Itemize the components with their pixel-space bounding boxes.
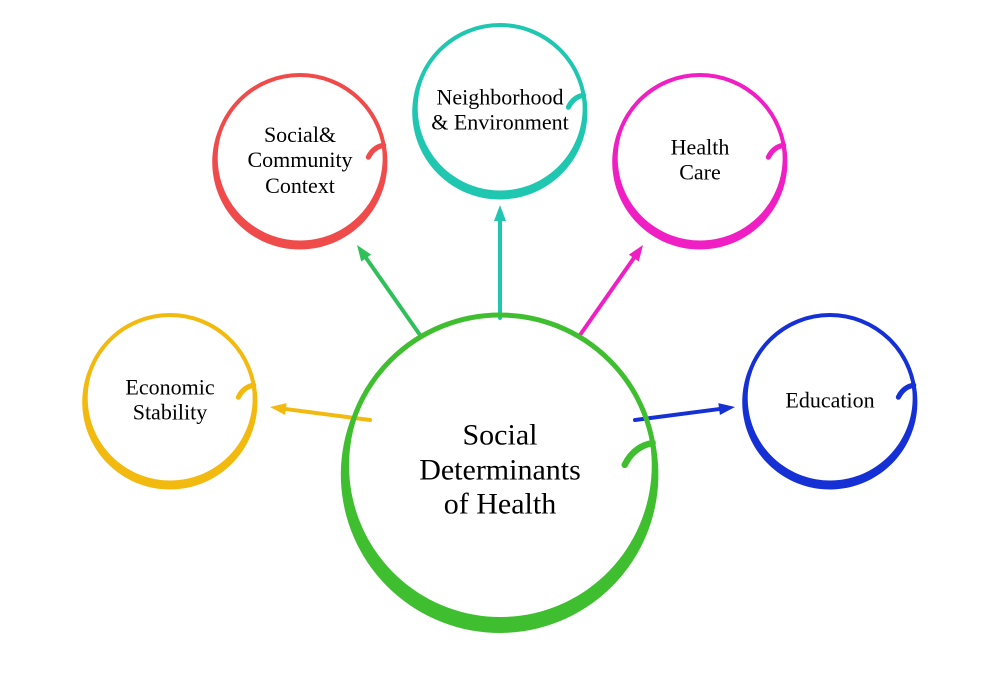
health-care-label: Health Care [671, 135, 730, 186]
economic-stability-label: Economic Stability [125, 375, 214, 426]
social-community-label: Social& Community Context [247, 122, 352, 198]
education-label: Education [785, 387, 874, 412]
arrows-layer [0, 0, 1000, 679]
diagram-stage: Social Determinants of Health Economic S… [0, 0, 1000, 679]
neighborhood-environment-label: Neighborhood & Environment [431, 85, 568, 136]
center-node-label: Social Determinants of Health [419, 418, 581, 522]
circles-layer [0, 0, 1000, 679]
